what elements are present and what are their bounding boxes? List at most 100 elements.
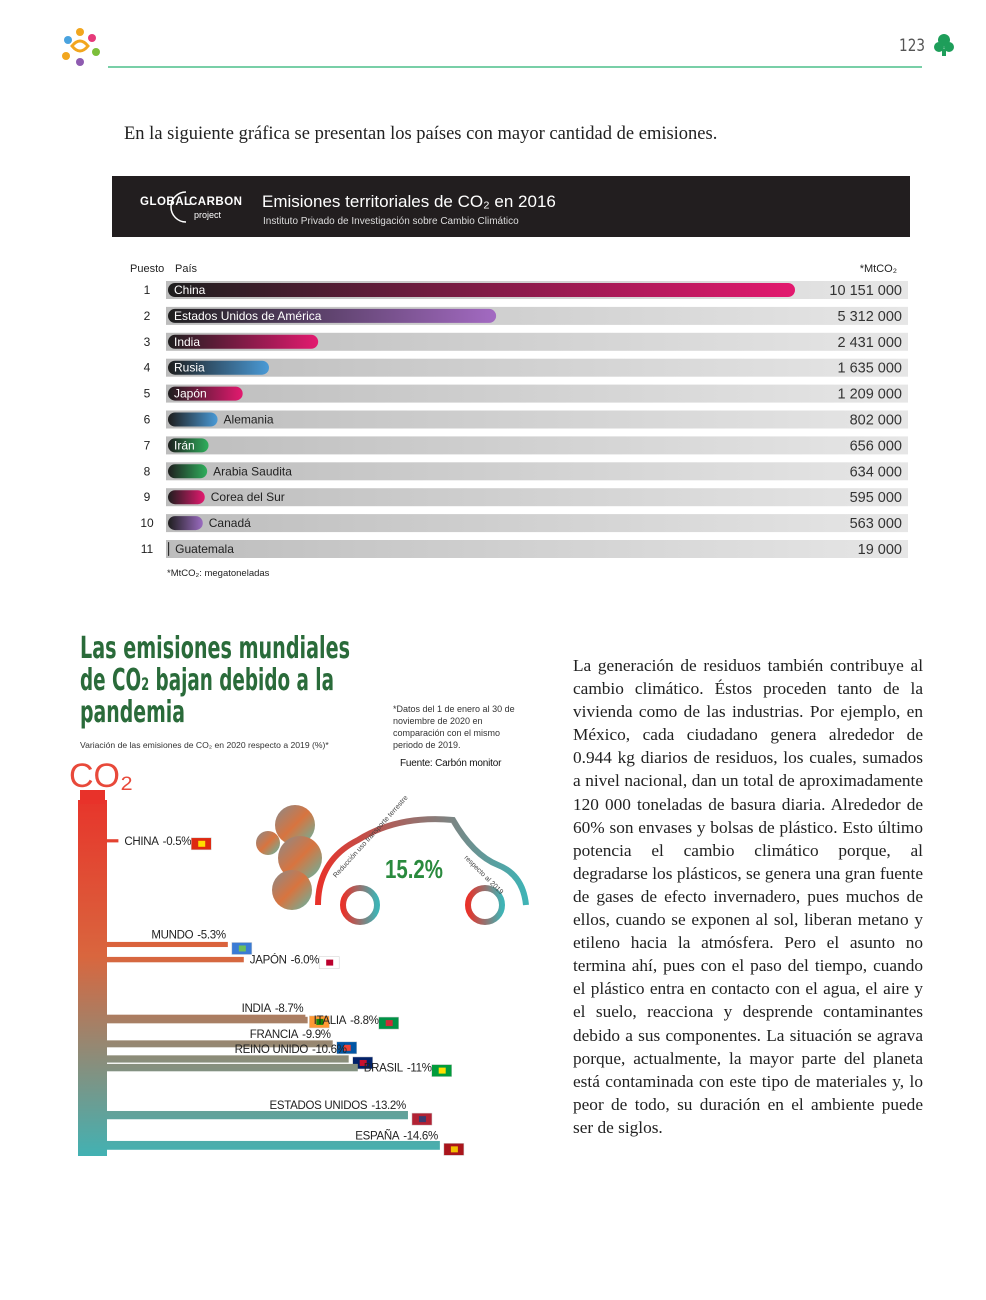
bar: [168, 412, 218, 427]
bar-track: [166, 540, 908, 558]
value-label: 595 000: [850, 490, 902, 506]
bar: [168, 438, 209, 453]
value-label: 10 151 000: [829, 283, 902, 299]
brand-text: GLOBAL: [140, 196, 192, 208]
country-name: REINO UNIDO: [235, 1044, 309, 1056]
rank: 6: [144, 413, 151, 427]
value-label: 634 000: [850, 464, 902, 480]
country-label: Japón: [174, 387, 207, 401]
value-label: 1 209 000: [837, 387, 902, 403]
logo: [62, 28, 100, 66]
value-label: -0.5%: [163, 836, 192, 848]
bar-label: REINO UNIDO -10.6%: [235, 1044, 347, 1056]
country-name: FRANCIA: [250, 1029, 299, 1041]
bar: [168, 308, 497, 323]
bar: [80, 1040, 333, 1048]
bar-label: ESTADOS UNIDOS -13.2%: [269, 1100, 406, 1112]
bar-label: FRANCIA -9.9%: [250, 1029, 331, 1041]
brand-text: project: [194, 210, 222, 220]
value-label: -8.7%: [275, 1003, 304, 1015]
rank: 8: [144, 464, 151, 478]
bar-label: ESPAÑA -14.6%: [355, 1129, 438, 1142]
title-line: Las emisiones mundiales: [80, 631, 350, 666]
column-label: Puesto: [130, 263, 164, 275]
rank: 2: [144, 309, 151, 323]
bar: [80, 839, 119, 843]
bar-label: JAPÓN -6.0%: [250, 954, 319, 967]
chart-title: Emisiones territoriales de CO₂ en 2016: [262, 192, 556, 211]
bar: [168, 386, 243, 401]
value-label: -11%: [407, 1063, 432, 1075]
bar: [80, 1140, 440, 1150]
value-label: 2 431 000: [837, 335, 902, 351]
infographic-title: Las emisiones mundiales de CO₂ bajan deb…: [80, 631, 350, 730]
country-label: China: [174, 283, 206, 297]
bar-chart: 1 China 10 151 000 2 Estados Unidos de Améri…: [140, 281, 908, 558]
bar-track: [166, 410, 908, 429]
bar-track: [166, 462, 908, 481]
bar: [168, 490, 205, 505]
value-label: -14.6%: [403, 1130, 438, 1142]
value-label: -10.6%: [312, 1044, 347, 1056]
column-label: País: [175, 263, 198, 275]
infographic-note: *Datos del 1 de enero al 30 de noviembre…: [393, 704, 515, 750]
bar-label: CHINA -0.5%: [124, 836, 191, 848]
highlight-value: 15.2%: [385, 854, 443, 884]
rank: 4: [144, 361, 151, 375]
rank: 5: [144, 387, 151, 401]
value-label: -9.9%: [302, 1029, 331, 1041]
bar-track: [166, 488, 908, 507]
bar: [168, 464, 208, 479]
bar: [80, 1016, 308, 1024]
infographic-subtitle: Variación de las emisiones de CO₂ en 202…: [80, 740, 329, 750]
intro-text: En la siguiente gráfica se presentan los…: [124, 124, 718, 144]
bar-track: [166, 358, 908, 377]
country-name: JAPÓN: [250, 954, 287, 967]
bar: [168, 360, 269, 375]
flag: [343, 1044, 351, 1051]
rank: 10: [140, 516, 154, 530]
country-name: ESTADOS UNIDOS: [269, 1100, 367, 1112]
country-label: Estados Unidos de América: [174, 309, 322, 323]
brand-text: CARBON: [189, 196, 242, 208]
country-label: Canadá: [209, 516, 251, 530]
chart-subtitle: Instituto Privado de Investigación sobre…: [263, 216, 519, 227]
country-label: Irán: [174, 438, 195, 452]
car: [315, 816, 529, 925]
bar-track: [166, 514, 908, 533]
flag: [316, 1018, 324, 1025]
chimney-top: [80, 790, 105, 804]
bar: [168, 334, 319, 349]
chimney: [78, 800, 107, 1156]
page-number: 123: [899, 36, 925, 56]
bar-track: [166, 332, 908, 351]
infographic-source: Fuente: Carbón monitor: [400, 758, 502, 769]
title-line: pandemia: [80, 695, 185, 730]
column-label: *MtCO₂: [860, 263, 897, 275]
flag: [418, 1116, 426, 1123]
bar: [80, 1110, 408, 1120]
value-label: 19 000: [858, 542, 902, 558]
country-name: INDIA: [242, 1003, 272, 1015]
rank: 11: [141, 542, 154, 556]
country-label: Corea del Sur: [211, 490, 285, 504]
co2-label: CO₂: [69, 757, 133, 795]
bar: [168, 516, 203, 531]
rank: 7: [144, 438, 151, 452]
flag: [238, 945, 246, 952]
infographic-bars: CHINA -0.5% MUNDO -5.3% JAPÓN -6.0% INDIA -8.7%…: [80, 836, 465, 1156]
smoke: [256, 805, 322, 910]
flag: [438, 1067, 446, 1074]
footnote: *MtCO₂: megatoneladas: [167, 568, 270, 579]
rank: 9: [144, 490, 151, 504]
flag: [450, 1146, 458, 1153]
flag: [326, 959, 334, 966]
rank: 1: [144, 283, 151, 297]
bar: [168, 542, 170, 556]
bar-track: [166, 436, 908, 455]
country-name: ITALIA: [314, 1015, 347, 1027]
title-line: de CO₂ bajan debido a la: [80, 663, 334, 698]
flag: [359, 1059, 367, 1066]
